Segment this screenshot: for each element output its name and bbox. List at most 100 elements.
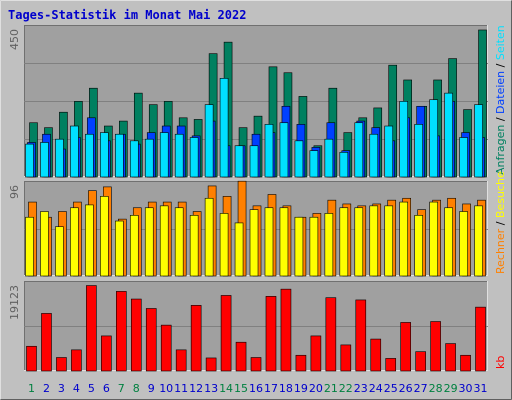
- bar-kb: [41, 313, 52, 372]
- chart-title: Tages-Statistik im Monat Mai 2022: [8, 8, 246, 22]
- bar-kb: [445, 343, 456, 372]
- x-tick-label: 27: [414, 382, 428, 395]
- bar-kb: [340, 344, 352, 372]
- bar-besuche: [339, 207, 349, 277]
- bar-seiten: [204, 104, 214, 178]
- bar-seiten: [309, 150, 319, 178]
- bar-kb: [370, 338, 382, 372]
- x-tick-label: 4: [73, 382, 80, 395]
- bar-seiten: [129, 140, 139, 178]
- x-tick-label: 9: [148, 382, 155, 395]
- bar-seiten: [25, 143, 34, 178]
- bar-seiten: [474, 104, 483, 178]
- bar-seiten: [249, 145, 259, 178]
- bar-kb: [280, 288, 292, 372]
- bar-seiten: [294, 140, 304, 178]
- x-tick-label: 13: [204, 382, 218, 395]
- x-tick-label: 14: [219, 382, 233, 395]
- x-tick-label: 15: [234, 382, 248, 395]
- bar-besuche: [279, 207, 289, 277]
- bar-seiten: [55, 138, 64, 178]
- bar-seiten: [414, 124, 423, 178]
- bar-besuche: [399, 201, 408, 277]
- x-tick-label: 29: [444, 382, 458, 395]
- bar-besuche: [369, 205, 379, 277]
- legend-entry: Dateien: [494, 71, 507, 114]
- bar-besuche: [85, 204, 94, 277]
- bar-seiten: [70, 125, 79, 178]
- bar-kb: [355, 299, 367, 372]
- bar-kb: [71, 349, 82, 372]
- bar-seiten: [444, 92, 453, 178]
- bar-seiten: [354, 122, 364, 178]
- bar-besuche: [324, 213, 334, 277]
- bar-seiten: [85, 133, 94, 178]
- bar-kb: [101, 335, 112, 372]
- bar-kb: [475, 306, 486, 372]
- bar-besuche: [459, 211, 468, 277]
- x-tick-label: 30: [459, 382, 473, 395]
- bar-besuche: [264, 207, 274, 277]
- x-tick-label: 11: [174, 382, 188, 395]
- bar-besuche: [234, 222, 244, 277]
- x-tick-label: 21: [324, 382, 338, 395]
- bar-seiten: [144, 138, 154, 178]
- bar-besuche: [384, 205, 394, 277]
- bar-kb: [250, 357, 262, 372]
- bar-seiten: [399, 101, 408, 178]
- bar-seiten: [429, 99, 438, 178]
- bar-kb: [175, 349, 187, 372]
- bar-kb: [220, 295, 232, 372]
- bar-kb: [400, 322, 411, 372]
- x-tick-label: 2: [43, 382, 50, 395]
- bar-besuche: [219, 213, 229, 277]
- x-tick-label: 24: [369, 382, 383, 395]
- bar-besuche: [474, 205, 483, 277]
- x-tick-label: 7: [118, 382, 125, 395]
- bar-kb: [310, 335, 322, 372]
- x-tick-label: 1: [28, 382, 35, 395]
- y-max-label: 19123: [8, 285, 21, 320]
- bar-besuche: [444, 207, 453, 277]
- bar-besuche: [174, 207, 184, 277]
- bar-seiten: [384, 125, 394, 178]
- bar-kb: [325, 297, 337, 372]
- bar-besuche: [129, 215, 139, 277]
- bar-kb: [295, 354, 307, 372]
- bar-seiten: [234, 145, 244, 178]
- bar-seiten: [339, 152, 349, 178]
- legend-kb: kb: [494, 356, 507, 369]
- bar-kb: [160, 324, 172, 372]
- bar-besuche: [189, 215, 199, 277]
- panel-besuche: 96 Rechner / Besuche: [8, 171, 507, 277]
- bar-kb: [26, 345, 37, 372]
- bar-kb: [56, 357, 67, 372]
- bar-kb: [265, 296, 277, 372]
- x-tick-label: 3: [58, 382, 65, 395]
- bar-seiten: [459, 137, 468, 178]
- legend-separator: /: [494, 60, 507, 71]
- x-tick-label: 8: [133, 382, 140, 395]
- y-max-label: 450: [8, 29, 21, 50]
- bar-besuche: [354, 207, 364, 277]
- bar-kb: [385, 358, 397, 372]
- bar-seiten: [115, 133, 124, 178]
- legend-entry: Seiten: [494, 25, 507, 60]
- bar-kb: [116, 291, 127, 372]
- bar-besuche: [100, 196, 109, 277]
- legend-entry: Anfragen: [494, 125, 507, 175]
- bar-kb: [130, 298, 142, 372]
- bar-kb: [430, 321, 441, 372]
- bar-besuche: [40, 211, 49, 277]
- x-tick-label: 31: [474, 382, 488, 395]
- bar-kb: [205, 357, 217, 372]
- legend-besuche: Rechner / Besuche: [494, 171, 507, 274]
- y-max-label: 96: [8, 185, 21, 199]
- bar-besuche: [204, 197, 214, 277]
- bar-seiten: [324, 138, 334, 178]
- x-tick-label: 26: [399, 382, 413, 395]
- bar-besuche: [309, 216, 319, 277]
- legend-entry: Besuche: [494, 171, 507, 218]
